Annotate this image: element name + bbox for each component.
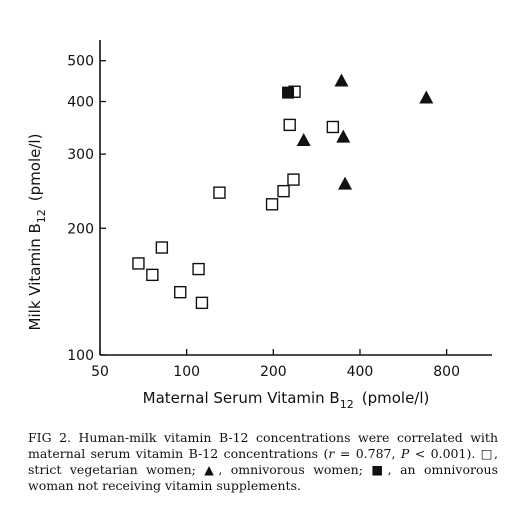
x-axis-title: Maternal Serum Vitamin B12 (pmole/l): [143, 389, 430, 411]
caption-text-4: , strict vegetarian women;: [28, 446, 499, 477]
open-square-point: [174, 285, 187, 299]
open-square-point: [283, 118, 296, 132]
open-square-point: [146, 268, 159, 282]
open-square-point: [287, 173, 300, 186]
x-tick-label: 50: [91, 364, 109, 380]
y-axis-label: Milk Vitamin B: [26, 223, 44, 330]
data-points: [132, 73, 434, 310]
y-tick-label: 100: [67, 348, 94, 364]
filled-triangle-point: [338, 176, 353, 190]
filled-square-point: [282, 86, 295, 99]
y-tick-label: 300: [67, 147, 94, 163]
caption-text-2: = 0.787,: [334, 446, 401, 461]
x-axis-label-subscript: 12: [340, 398, 354, 411]
figure-caption: FIG 2. Human-milk vitamin B-12 concentra…: [28, 430, 498, 494]
caption-text-5: , omnivorous women;: [218, 462, 372, 477]
y-axis-label-unit: (pmole/l): [26, 134, 44, 202]
caption-p-symbol: P: [400, 446, 410, 461]
x-tick-label: 400: [347, 364, 374, 380]
legend-open-square-icon: □: [480, 446, 495, 461]
x-tick-label: 800: [433, 364, 460, 380]
x-tick-label: 200: [260, 364, 287, 380]
open-square-point: [192, 262, 205, 276]
filled-triangle-point: [296, 132, 311, 146]
legend-filled-square-icon: ■: [371, 462, 388, 477]
open-square-point: [213, 186, 226, 199]
y-tick-label: 500: [67, 54, 94, 70]
caption-text-3: < 0.001).: [409, 446, 481, 461]
y-tick-label: 200: [67, 221, 94, 237]
x-axis-label-unit: (pmole/l): [362, 389, 430, 407]
open-square-point: [326, 120, 340, 134]
open-square-point: [195, 296, 209, 310]
caption-text-1: FIG 2. Human-milk vitamin B-12 concentra…: [28, 430, 498, 461]
open-square-point: [132, 257, 145, 270]
filled-triangle-point: [419, 90, 434, 104]
x-tick-label: 100: [173, 364, 200, 380]
x-axis-label: Maternal Serum Vitamin B: [143, 389, 340, 407]
y-axis-label-subscript: 12: [35, 209, 48, 223]
open-square-point: [265, 198, 279, 211]
y-axis-title: Milk Vitamin B12 (pmole/l): [26, 134, 48, 331]
filled-triangle-point: [336, 129, 351, 143]
filled-triangle-point: [334, 73, 349, 87]
open-square-point: [155, 241, 169, 254]
legend-triangle-icon: ▲: [204, 462, 219, 477]
y-tick-label: 400: [67, 95, 94, 111]
axes: [99, 40, 492, 356]
caption-r-symbol: r: [328, 446, 335, 461]
open-square-point: [277, 184, 290, 198]
caption-text-6: , an omnivorous woman not receiving vita…: [28, 462, 498, 493]
